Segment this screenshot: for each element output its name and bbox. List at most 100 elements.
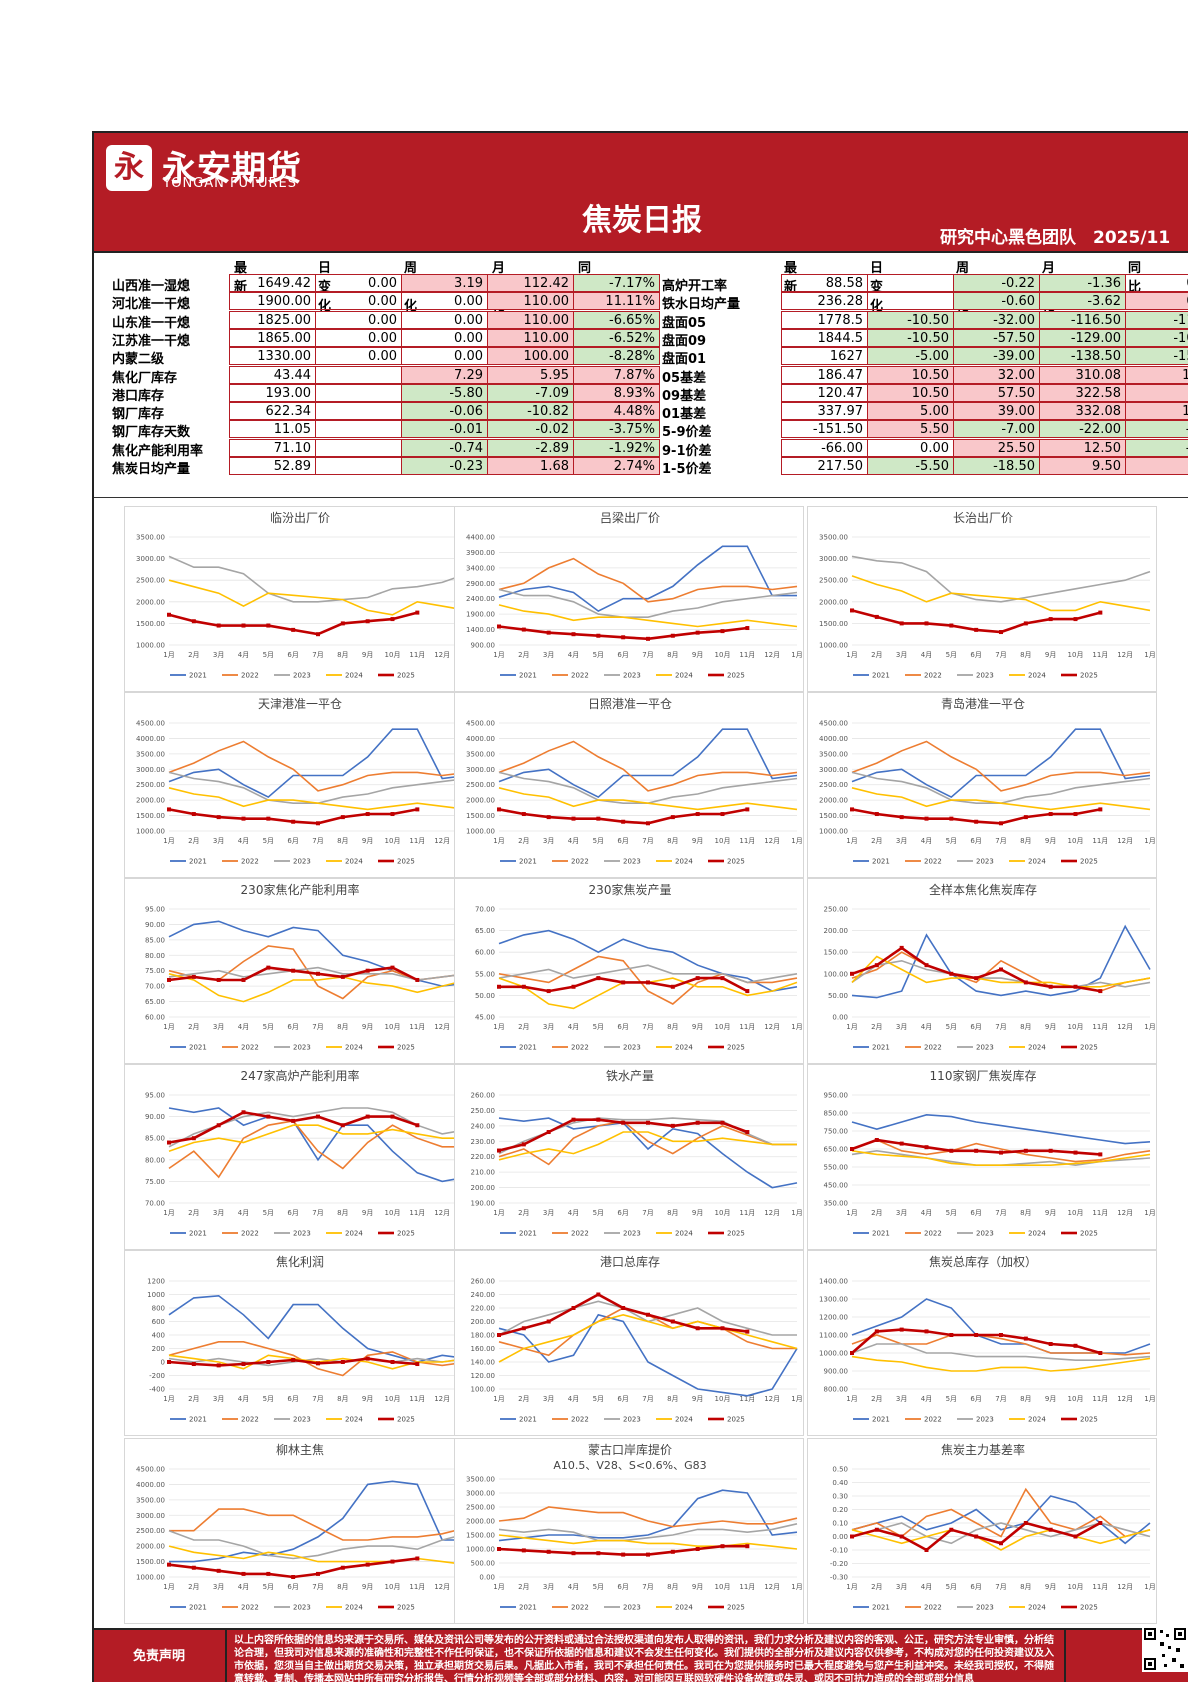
legend-label: 2025 <box>727 1416 745 1424</box>
y-tick-label: 0.00 <box>479 1574 495 1582</box>
x-tick-label: 5月 <box>946 1023 957 1031</box>
y-tick-label: 350.00 <box>824 1200 849 1208</box>
y-tick-label: 4000.00 <box>819 735 848 743</box>
series-point-2025 <box>974 819 979 824</box>
right_table-cell-day <box>867 274 954 292</box>
series-point-2025 <box>291 627 296 632</box>
y-tick-label: 50.00 <box>475 992 495 1000</box>
right_table-cell-yoy: 188 <box>1125 402 1188 421</box>
x-tick-label: 1月 <box>791 837 802 845</box>
legend-label: 2023 <box>623 1044 641 1052</box>
series-point-2025 <box>167 807 171 812</box>
y-tick-label: 600 <box>152 1318 165 1326</box>
right_table-cell-day: 10.50 <box>867 365 954 384</box>
series-line-2022 <box>168 740 468 792</box>
legend-label: 2021 <box>189 1604 207 1612</box>
chart-title: 110家钢厂焦炭库存 <box>929 1069 1037 1083</box>
y-tick-label: 190.00 <box>471 1200 496 1208</box>
series-point-2025 <box>621 1306 626 1310</box>
y-tick-label: 3000.00 <box>466 1490 495 1498</box>
x-tick-label: 9月 <box>1045 1395 1056 1403</box>
series-point-2025 <box>546 1549 551 1554</box>
legend-label: 2023 <box>623 672 641 680</box>
x-tick-label: 12月 <box>1117 1395 1133 1403</box>
x-tick-label: 6月 <box>970 837 981 845</box>
legend-label: 2025 <box>727 1230 745 1238</box>
chart-title: 全样本焦化焦炭库存 <box>928 883 1037 897</box>
chart-7: 230家焦炭产量 70.00 65.00 60.00 55.00 50.00 45.00 1月… <box>454 878 804 1064</box>
left_table-cell-yoy: 7.87% <box>573 365 660 384</box>
series-point-2025 <box>241 816 246 821</box>
qr-code-icon[interactable] <box>1142 1626 1188 1672</box>
x-tick-label: 1月 <box>163 1023 174 1031</box>
x-tick-label: 1月 <box>493 1209 504 1217</box>
series-point-2025 <box>596 816 601 821</box>
legend-label: 2022 <box>924 858 942 866</box>
series-point-2025 <box>874 614 879 619</box>
series-point-2025 <box>340 1123 345 1128</box>
legend-label: 2025 <box>397 1230 415 1238</box>
x-tick-label: 1月 <box>1144 651 1155 659</box>
x-tick-label: 12月 <box>764 1395 780 1403</box>
y-tick-label: 220.00 <box>471 1305 496 1313</box>
legend-label: 2023 <box>976 672 994 680</box>
series-point-2025 <box>1048 617 1053 622</box>
x-tick-label: 7月 <box>642 1209 653 1217</box>
series-point-2025 <box>415 977 420 982</box>
y-tick-label: 0.00 <box>832 1014 848 1022</box>
legend-label: 2025 <box>727 1044 745 1052</box>
legend-label: 2022 <box>571 858 589 866</box>
x-tick-label: 10月 <box>715 651 731 659</box>
series-point-2025 <box>999 1333 1003 1337</box>
right_table-cell-latest: 1627 <box>781 347 868 366</box>
x-tick-label: 1月 <box>163 1583 174 1591</box>
series-point-2025 <box>850 1351 854 1355</box>
y-tick-label: 2000.00 <box>136 1543 165 1551</box>
series-line-2022 <box>851 1139 1151 1163</box>
series-point-2025 <box>621 819 626 824</box>
right_table-cell-latest: 1844.5 <box>781 328 868 347</box>
right_table-row-label: 09基差 <box>662 388 707 404</box>
series-point-2025 <box>621 980 626 985</box>
legend-label: 2022 <box>924 672 942 680</box>
series-point-2025 <box>745 626 750 631</box>
right_table-cell-latest: 186.47 <box>781 365 868 384</box>
series-line-2022 <box>498 1120 797 1166</box>
x-tick-label: 9月 <box>362 1023 373 1031</box>
right_table-row-label: 1-5价差 <box>662 462 712 477</box>
chart-plot: 4500.00 4000.00 3500.00 3000.00 2500.00 2000.… <box>466 720 803 866</box>
y-tick-label: 400 <box>152 1332 165 1340</box>
left_table-cell-week: -0.23 <box>401 457 488 475</box>
left_table-cell-yoy: 11.11% <box>573 292 660 311</box>
x-tick-label: 3月 <box>543 1395 554 1403</box>
x-tick-label: 3月 <box>543 651 554 659</box>
series-point-2025 <box>415 1362 420 1367</box>
x-tick-label: 9月 <box>692 651 703 659</box>
y-tick-label: 950.00 <box>824 1092 849 1100</box>
series-point-2025 <box>745 1130 750 1135</box>
series-line-2024 <box>851 1150 1151 1166</box>
series-point-2025 <box>365 1114 370 1119</box>
y-tick-label: 70.00 <box>145 1200 165 1208</box>
left_table-cell-month: 110.00 <box>487 292 574 311</box>
x-tick-label: 12月 <box>434 1209 450 1217</box>
x-tick-label: 1月 <box>493 1395 504 1403</box>
right_table-cell-week: -0.22 <box>953 274 1040 292</box>
legend-label: 2025 <box>1080 1044 1098 1052</box>
report-title: 焦炭日报 <box>582 203 702 238</box>
series-point-2025 <box>266 1360 271 1364</box>
series-line-2024 <box>851 955 1151 988</box>
series-point-2025 <box>874 1527 879 1532</box>
right_table-cell-day <box>867 292 954 311</box>
x-tick-label: 5月 <box>263 1583 274 1591</box>
series-point-2025 <box>546 1319 551 1324</box>
series-line-2021 <box>498 728 798 799</box>
x-tick-label: 1月 <box>493 837 504 845</box>
chart-title: 临汾出厂价 <box>269 511 330 525</box>
right_table-cell-month: -116.50 <box>1039 310 1126 329</box>
x-tick-label: 5月 <box>946 837 957 845</box>
x-tick-label: 3月 <box>213 837 224 845</box>
right_table-cell-yoy: 0.0 <box>1125 274 1188 292</box>
series-point-2025 <box>874 812 879 817</box>
y-tick-label: 1500.00 <box>819 812 848 820</box>
